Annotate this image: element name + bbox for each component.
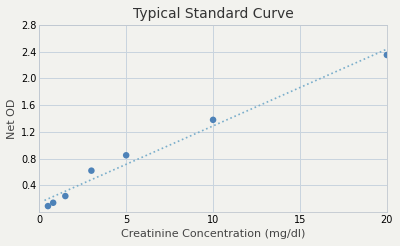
Y-axis label: Net OD: Net OD: [7, 98, 17, 139]
Point: [123, 153, 129, 157]
Point: [45, 204, 51, 208]
X-axis label: Creatinine Concentration (mg/dl): Creatinine Concentration (mg/dl): [121, 229, 305, 239]
Title: Typical Standard Curve: Typical Standard Curve: [133, 7, 294, 21]
Point: [50, 201, 56, 205]
Point: [88, 169, 95, 173]
Point: [62, 194, 68, 198]
Point: [384, 53, 390, 57]
Point: [210, 118, 216, 122]
